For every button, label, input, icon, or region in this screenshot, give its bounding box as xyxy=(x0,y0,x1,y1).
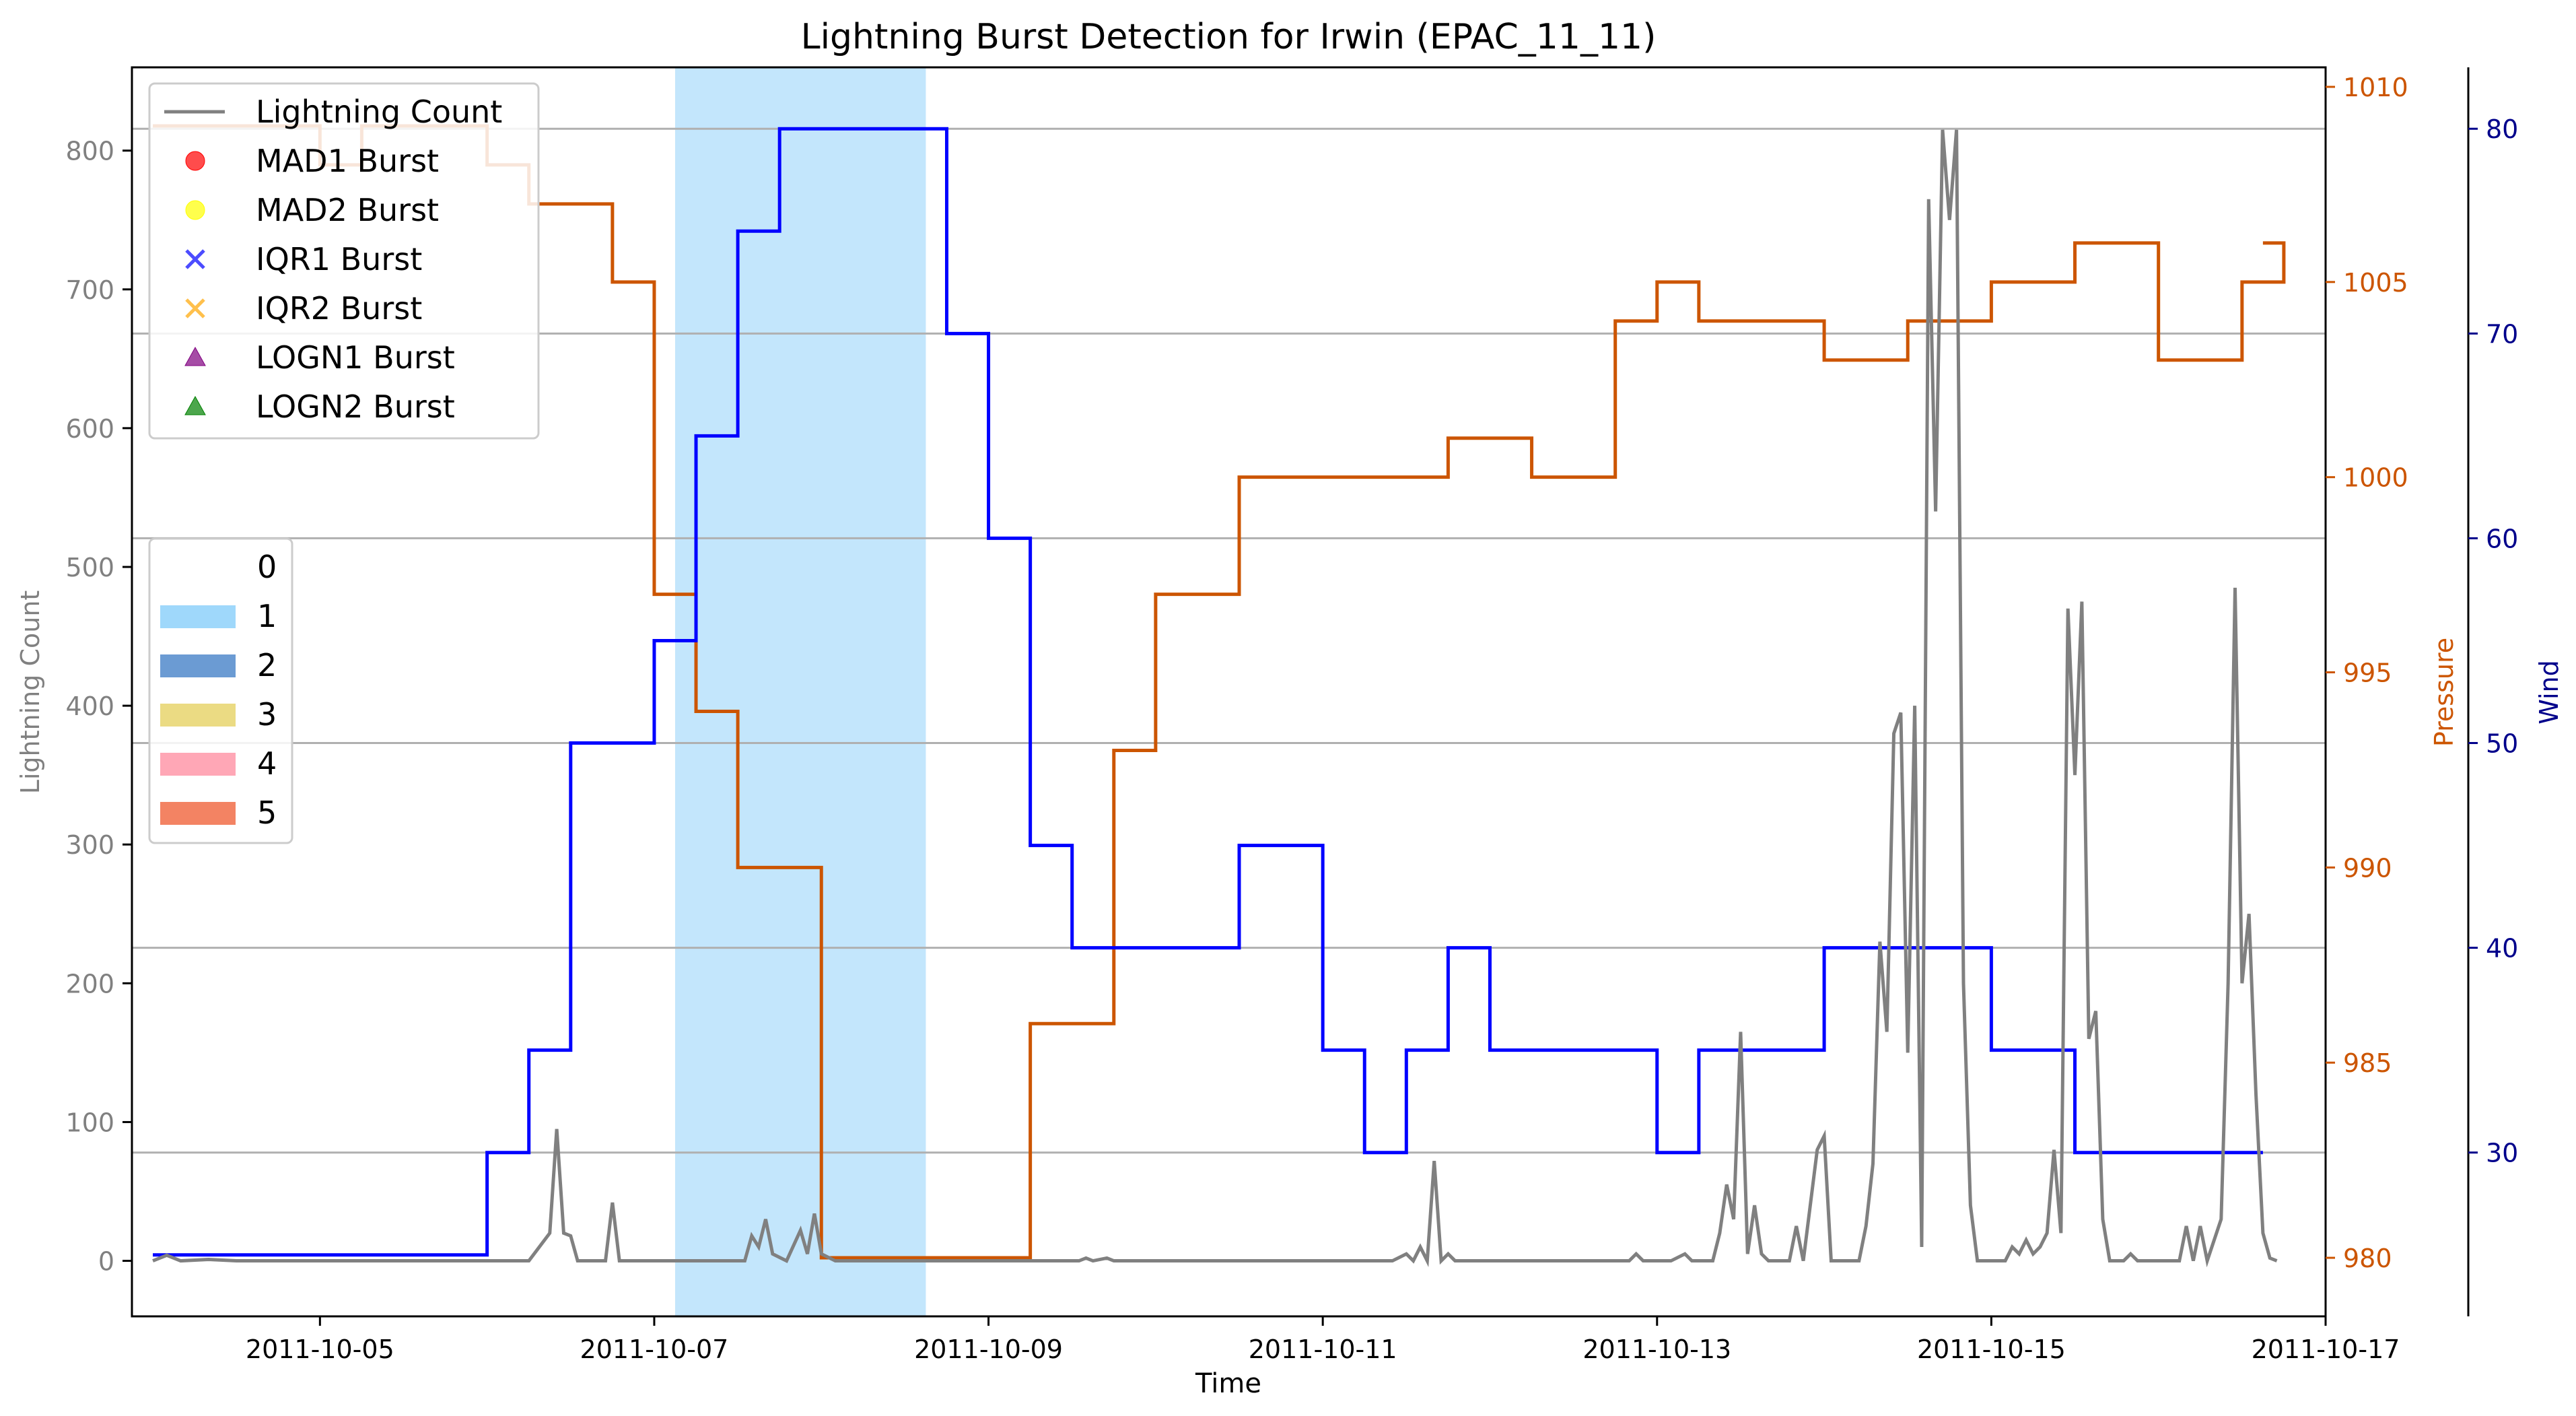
x-tick-label-6: 2011-10-17 xyxy=(2252,1335,2400,1364)
pressure-tick-label-0: 980 xyxy=(2343,1244,2392,1273)
series-line-wind xyxy=(153,127,2263,1257)
left-axis: 0 100 200 300 400 500 600 700 800 xyxy=(65,137,132,1277)
wind-tick-label-5: 80 xyxy=(2486,114,2518,144)
pressure-axis-label: Pressure xyxy=(2429,638,2459,747)
legend-category-swatch-1 xyxy=(160,605,236,628)
legend-series-label-1: MAD1 Burst xyxy=(256,143,439,179)
x-tick-label-1: 2011-10-07 xyxy=(580,1335,729,1364)
chart-title: Lightning Burst Detection for Irwin (EPA… xyxy=(801,17,1657,57)
wind-tick-label-4: 70 xyxy=(2486,319,2518,349)
wind-tick-label-2: 50 xyxy=(2486,729,2518,759)
legend-category-swatch-4 xyxy=(160,753,236,776)
legend-category-label-2: 2 xyxy=(257,647,277,683)
left-tick-label-7: 700 xyxy=(65,275,114,305)
legend-series-label-2: MAD2 Burst xyxy=(256,192,439,228)
legend-series-marker-4 xyxy=(185,298,205,318)
legend-category-label-1: 1 xyxy=(257,598,277,634)
left-axis-label: Lightning Count xyxy=(15,591,45,795)
x-tick-label-2: 2011-10-09 xyxy=(914,1335,1063,1364)
left-tick-label-2: 200 xyxy=(65,969,114,999)
legend-series-label-5: LOGN1 Burst xyxy=(256,339,455,376)
legend-series-marker-6 xyxy=(184,395,206,415)
pressure-tick-label-4: 1000 xyxy=(2343,463,2408,493)
pressure-tick-label-6: 1010 xyxy=(2343,73,2408,102)
wind-tick-label-0: 30 xyxy=(2486,1139,2518,1168)
legend-category-swatch-2 xyxy=(160,654,236,677)
x-tick-label-4: 2011-10-13 xyxy=(1582,1335,1731,1364)
pressure-axis: 980 985 990 995 1000 1005 1010 xyxy=(2326,73,2408,1273)
legend-series-box: Lightning Count MAD1 Burst MAD2 Burst IQR1 … xyxy=(148,82,540,440)
legend-series-label-0: Lightning Count xyxy=(256,94,502,130)
legend-category-label-4: 4 xyxy=(257,745,277,782)
pressure-tick-label-3: 995 xyxy=(2343,659,2392,688)
category-shading-layer xyxy=(674,67,926,1316)
category-shade-0 xyxy=(674,67,926,1316)
pressure-tick-label-2: 990 xyxy=(2343,853,2392,883)
wind-axis: 30 40 50 60 70 80 xyxy=(2467,67,2518,1316)
pressure-tick-label-1: 985 xyxy=(2343,1048,2392,1078)
series-line-pressure xyxy=(153,124,2286,1260)
legend-series-label-6: LOGN2 Burst xyxy=(256,389,455,425)
wind-axis-label: Wind xyxy=(2534,660,2564,724)
series-line-lightning-count xyxy=(152,129,2278,1268)
x-tick-label-3: 2011-10-11 xyxy=(1249,1335,1397,1364)
legend-series-label-3: IQR1 Burst xyxy=(256,241,422,277)
legend-series-marker-3 xyxy=(185,249,205,269)
x-axis: 2011-10-05 2011-10-07 2011-10-09 2011-10-11… xyxy=(246,1316,2400,1364)
left-tick-label-1: 100 xyxy=(65,1108,114,1137)
legend-category-label-0: 0 xyxy=(257,549,277,585)
wind-tick-label-3: 60 xyxy=(2486,524,2518,553)
series-layer xyxy=(152,124,2286,1268)
left-tick-label-6: 600 xyxy=(65,414,114,444)
left-tick-label-4: 400 xyxy=(65,692,114,721)
wind-tick-label-1: 40 xyxy=(2486,934,2518,964)
legend-category-swatch-5 xyxy=(160,802,236,825)
legend-category-label-3: 3 xyxy=(257,696,277,733)
legend-series-marker-1 xyxy=(185,151,205,171)
plot-frame xyxy=(131,66,2327,1318)
x-axis-label: Time xyxy=(1195,1368,1261,1399)
x-tick-label-5: 2011-10-15 xyxy=(1917,1335,2066,1364)
left-tick-label-8: 800 xyxy=(65,137,114,166)
left-tick-label-5: 500 xyxy=(65,553,114,582)
x-tick-label-0: 2011-10-05 xyxy=(246,1335,394,1364)
legend-series-marker-2 xyxy=(185,200,205,220)
legend-category-swatch-0 xyxy=(160,556,236,579)
legend-series-marker-5 xyxy=(184,346,206,366)
pressure-tick-label-5: 1005 xyxy=(2343,268,2408,298)
legend-category-label-5: 5 xyxy=(257,795,277,831)
legend-category-box: 0 1 2 3 4 5 xyxy=(148,537,293,844)
left-tick-label-3: 300 xyxy=(65,830,114,860)
legend-series-frame xyxy=(148,82,540,440)
legend-series-label-4: IQR2 Burst xyxy=(256,290,422,327)
left-tick-label-0: 0 xyxy=(98,1247,114,1277)
legend-category-swatch-3 xyxy=(160,704,236,727)
